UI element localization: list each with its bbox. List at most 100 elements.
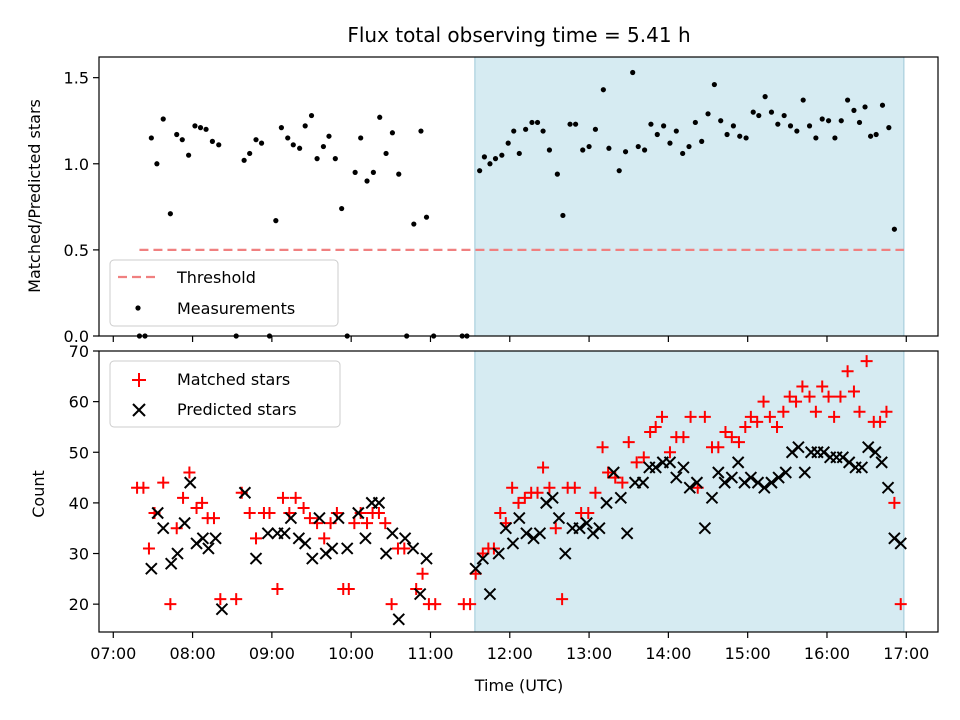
matched-star-point [698, 410, 711, 423]
matched-star-point [803, 390, 816, 403]
matched-star-point [142, 542, 155, 555]
measurement-point [762, 94, 768, 100]
predicted-star-point [600, 496, 613, 510]
measurement-point [686, 143, 692, 150]
matched-star-point [874, 415, 887, 428]
measurement-point [285, 135, 291, 141]
measurement-point [781, 112, 787, 119]
top-observing-span [474, 56, 905, 337]
x-tick-label: 11:00 [407, 644, 453, 663]
bottom-x-ticks: 07:00 08:00 09:00 10:00 11:00 12:00 13:00 14:00… [90, 632, 929, 663]
measurement-point [308, 112, 315, 119]
measurement-point [724, 131, 730, 138]
predicted-star-point [386, 527, 399, 540]
predicted-star-point [492, 547, 505, 560]
matched-star-point [271, 582, 284, 595]
matched-star-point [398, 542, 411, 555]
measurement-point [339, 205, 345, 212]
measurement-point [813, 135, 819, 141]
bottom-legend: Matched stars Predicted stars [109, 360, 341, 428]
measurement-point [756, 112, 762, 119]
measurement-point [851, 107, 857, 113]
predicted-star-point [698, 521, 712, 535]
predicted-star-point [352, 506, 365, 520]
predicted-star-point [705, 491, 719, 505]
predicted-star-point [392, 613, 405, 626]
predicted-star-point [683, 481, 696, 494]
predicted-star-point [261, 527, 275, 540]
matched-star-point [860, 355, 873, 368]
measurement-point [174, 131, 180, 138]
top-y-axis-label: Matched/Predicted stars [25, 99, 44, 293]
matched-star-point [616, 476, 629, 489]
matched-star-point [888, 496, 901, 509]
matched-star-point [177, 491, 190, 504]
measurement-point [622, 149, 629, 155]
measurement-point [572, 121, 579, 127]
predicted-star-point [649, 461, 662, 474]
top-x-ticks [112, 336, 907, 342]
measurement-point [258, 140, 265, 146]
matched-star-point [196, 496, 209, 509]
measurement-point [148, 135, 154, 141]
matched-star-point [719, 426, 732, 439]
measurement-point [606, 145, 612, 151]
measurement-points [136, 69, 897, 339]
measurement-point [648, 121, 654, 127]
measurement-point [667, 140, 673, 146]
matched-star-point [894, 598, 907, 611]
matched-star-point [385, 598, 398, 611]
measurement-point [332, 156, 338, 162]
matched-star-point [725, 431, 738, 444]
matched-star-point [796, 380, 809, 393]
measurement-point [787, 123, 794, 129]
matched-star-point [853, 405, 866, 418]
predicted-star-point [690, 476, 704, 489]
measurement-point [499, 152, 505, 158]
top-panel: 0.0 0.5 1.0 1.5 Matched/Predicted stars Thr… [25, 56, 939, 346]
predicted-star-point [875, 456, 888, 469]
top-y-ticks: 0.0 0.5 1.0 1.5 [64, 69, 99, 346]
bottom-y-tick-label: 50 [69, 443, 89, 462]
matched-star-point [822, 390, 835, 403]
measurement-point [600, 87, 606, 93]
bottom-axes-frame [98, 350, 939, 633]
bottom-y-ticks: 20 30 40 50 60 70 [69, 342, 99, 614]
predicted-star-point [406, 542, 420, 555]
matched-star-point [164, 598, 177, 611]
predicted-star-points [145, 440, 907, 626]
top-legend: Threshold Measurements [109, 259, 339, 327]
measurement-point [529, 119, 535, 126]
matched-star-point [602, 466, 615, 479]
x-tick-label: 16:00 [804, 644, 850, 663]
x-tick-label: 14:00 [645, 644, 691, 663]
matched-star-point [816, 380, 829, 393]
measurement-point [154, 161, 160, 167]
matched-star-point [342, 582, 355, 595]
bottom-panel: 20 30 40 50 60 70 07:00 08:00 09:00 10:00 11:00 12… [29, 342, 939, 695]
measurement-point [616, 168, 622, 174]
measurement-point [879, 102, 886, 108]
measurement-point [886, 125, 892, 131]
predicted-star-point [855, 461, 869, 474]
predicted-star-point [862, 440, 875, 454]
predicted-star-point [513, 511, 526, 525]
matched-star-point [663, 446, 676, 459]
matched-star-point [429, 598, 442, 611]
predicted-star-point [202, 542, 215, 555]
matched-star-point [684, 410, 697, 423]
bottom-legend-box [109, 360, 341, 428]
predicted-star-point [546, 491, 559, 505]
matched-star-point [771, 420, 784, 433]
measurement-point [197, 125, 204, 131]
measurement-point [800, 97, 806, 103]
matched-star-point [464, 598, 477, 611]
measurement-point [364, 178, 370, 184]
predicted-star-point [894, 537, 907, 550]
matched-star-point [649, 420, 662, 433]
matched-star-point [739, 420, 752, 433]
predicted-star-point [313, 511, 326, 525]
matched-star-point [214, 593, 227, 606]
measurement-point [586, 143, 592, 150]
measurement-point [711, 81, 717, 88]
